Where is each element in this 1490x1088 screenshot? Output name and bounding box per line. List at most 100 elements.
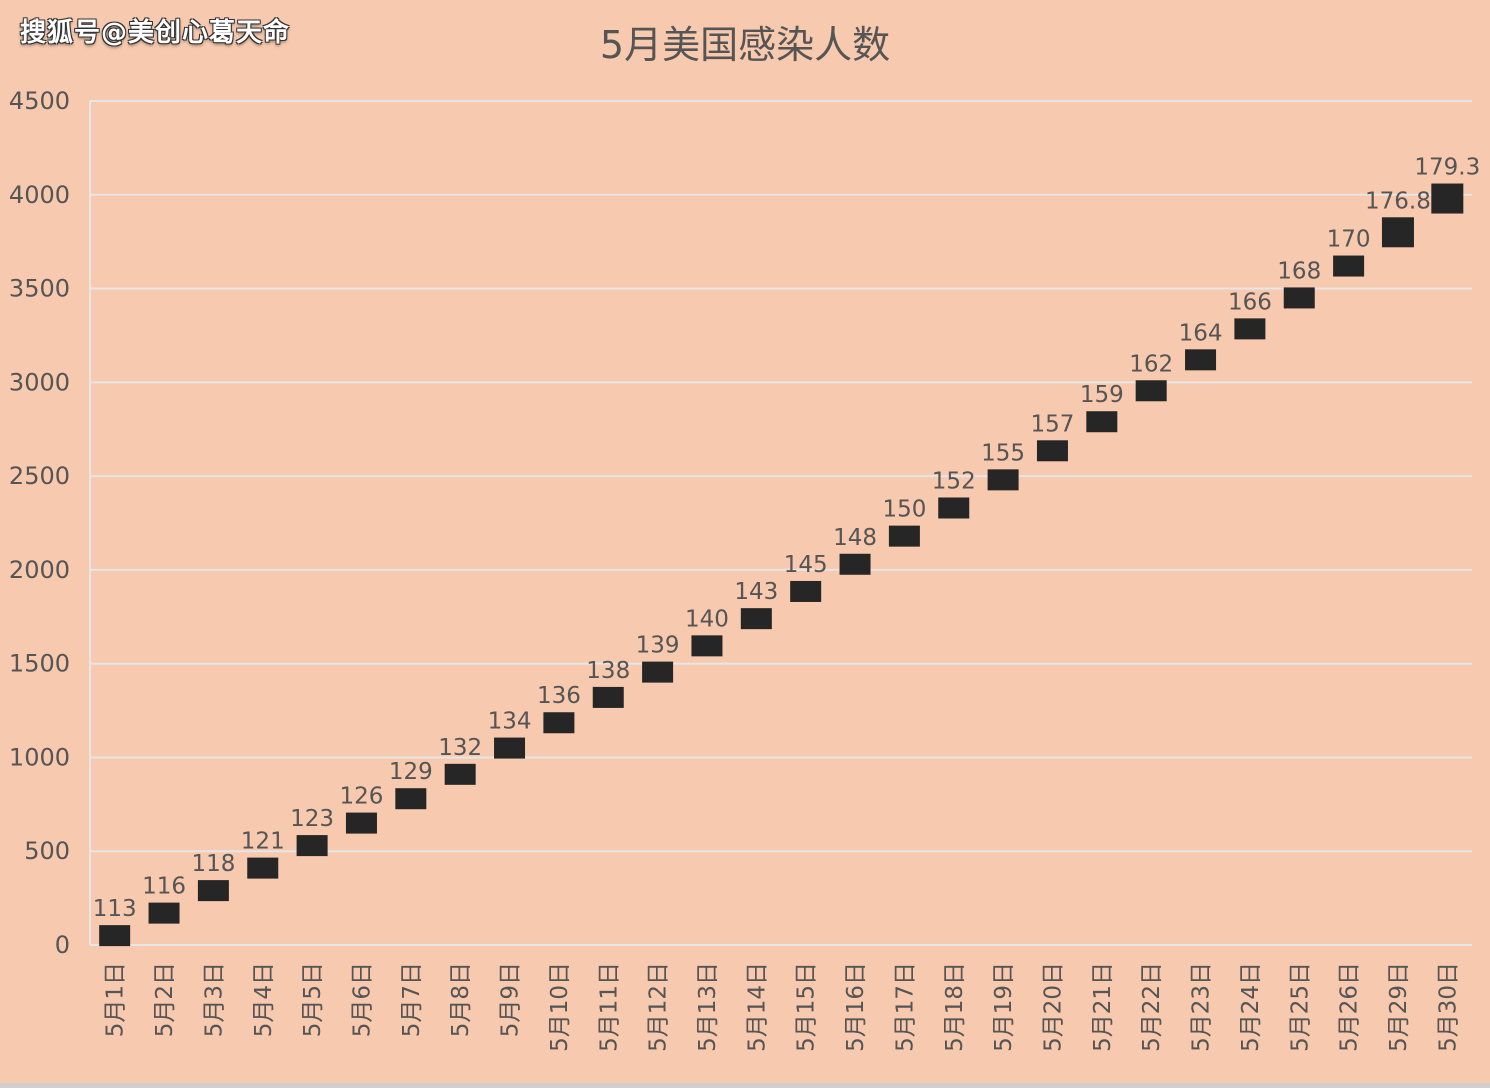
data-markers — [99, 183, 1464, 947]
x-tick-label: 5月12日 — [646, 962, 672, 1052]
data-label: 138 — [586, 658, 630, 684]
data-point-marker — [1333, 255, 1365, 277]
x-tick-label: 5月4日 — [251, 962, 277, 1037]
x-tick-label: 5月18日 — [942, 962, 968, 1052]
data-label: 132 — [438, 735, 482, 761]
x-tick-label: 5月14日 — [744, 962, 770, 1052]
data-point-marker — [592, 686, 624, 708]
x-tick-label: 5月25日 — [1287, 962, 1313, 1052]
x-tick-label: 5月3日 — [201, 962, 227, 1037]
data-label: 179.3 — [1414, 155, 1480, 181]
data-point-marker — [296, 835, 328, 857]
data-label: 129 — [389, 759, 433, 785]
x-tick-label: 5月9日 — [498, 962, 524, 1037]
data-point-marker — [1036, 440, 1068, 462]
data-point-marker — [839, 553, 871, 575]
data-point-marker — [1234, 318, 1266, 340]
y-tick-label: 2500 — [9, 462, 70, 490]
x-tick-label: 5月10日 — [547, 962, 573, 1052]
data-label: 170 — [1327, 227, 1371, 253]
data-label: 123 — [290, 806, 334, 832]
x-tick-label: 5月30日 — [1435, 962, 1461, 1052]
chart-title: 5月美国感染人数 — [599, 23, 891, 67]
y-tick-label: 3000 — [9, 368, 70, 396]
data-point-marker — [1086, 411, 1118, 433]
data-point-marker — [691, 635, 723, 657]
x-tick-label: 5月8日 — [448, 962, 474, 1037]
x-tick-label: 5月22日 — [1139, 962, 1165, 1052]
data-label: 145 — [784, 552, 828, 578]
data-label: 159 — [1080, 382, 1124, 408]
x-tick-label: 5月15日 — [794, 962, 820, 1052]
x-tick-label: 5月19日 — [991, 962, 1017, 1052]
data-label: 134 — [488, 709, 532, 735]
y-tick-label: 500 — [24, 837, 70, 865]
x-tick-label: 5月16日 — [843, 962, 869, 1052]
data-label: 162 — [1129, 351, 1173, 377]
data-label: 168 — [1277, 258, 1321, 284]
data-point-marker — [1381, 217, 1414, 248]
y-tick-label: 1000 — [9, 743, 70, 771]
y-tick-label: 3500 — [9, 275, 70, 303]
data-point-marker — [1283, 287, 1315, 309]
data-label: 157 — [1031, 411, 1075, 437]
data-label: 166 — [1228, 289, 1272, 315]
x-axis-ticks: 5月1日 5月2日 5月3日 5月4日 5月5日 5月6日 5月7日 5月8日 5月9日 5月10… — [103, 962, 1462, 1052]
data-point-marker — [99, 925, 131, 947]
data-label: 118 — [191, 851, 235, 877]
x-tick-label: 5月20日 — [1040, 962, 1066, 1052]
x-tick-label: 5月26日 — [1337, 962, 1363, 1052]
data-label: 164 — [1179, 320, 1223, 346]
data-point-marker — [642, 661, 674, 683]
x-tick-label: 5月21日 — [1090, 962, 1116, 1052]
data-point-marker — [740, 608, 772, 630]
data-point-marker — [1431, 183, 1464, 214]
x-tick-label: 5月17日 — [892, 962, 918, 1052]
data-label: 113 — [93, 896, 137, 922]
data-label: 136 — [537, 683, 581, 709]
data-point-marker — [197, 880, 229, 902]
x-tick-label: 5月24日 — [1238, 962, 1264, 1052]
data-label: 148 — [833, 525, 877, 551]
data-label: 140 — [685, 606, 729, 632]
y-tick-label: 4000 — [9, 181, 70, 209]
data-label: 139 — [636, 633, 680, 659]
x-tick-label: 5月13日 — [695, 962, 721, 1052]
x-tick-label: 5月1日 — [103, 962, 129, 1037]
data-point-marker — [494, 737, 526, 759]
x-tick-label: 5月2日 — [152, 962, 178, 1037]
x-tick-label: 5月6日 — [349, 962, 375, 1037]
y-axis-ticks: 0 500 1000 1500 2000 2500 3000 3500 4000 4500 — [9, 87, 70, 959]
data-point-marker — [543, 712, 575, 734]
data-point-marker — [444, 763, 476, 785]
data-label: 176.8 — [1365, 188, 1431, 214]
data-point-marker — [938, 497, 970, 519]
x-tick-label: 5月29日 — [1386, 962, 1412, 1052]
x-tick-label: 5月11日 — [596, 962, 622, 1052]
bottom-border — [0, 1083, 1490, 1088]
data-label: 126 — [340, 784, 384, 810]
data-point-marker — [395, 788, 427, 810]
y-tick-label: 4500 — [9, 87, 70, 115]
x-tick-label: 5月5日 — [300, 962, 326, 1037]
y-tick-label: 2000 — [9, 556, 70, 584]
data-labels: 1131161181211231261291321341361381391401… — [93, 155, 1481, 923]
data-point-marker — [1185, 349, 1217, 371]
data-point-marker — [790, 580, 822, 602]
data-label: 116 — [142, 874, 186, 900]
gridlines — [89, 100, 1472, 946]
data-label: 152 — [932, 468, 976, 494]
data-point-marker — [888, 525, 920, 547]
data-label: 155 — [981, 440, 1025, 466]
x-tick-label: 5月23日 — [1189, 962, 1215, 1052]
data-point-marker — [987, 469, 1019, 491]
data-label: 121 — [241, 829, 285, 855]
watermark: 搜狐号@美创心葛天命 — [20, 18, 291, 48]
data-point-marker — [148, 902, 180, 924]
data-label: 143 — [734, 579, 778, 605]
data-point-marker — [1135, 380, 1167, 402]
data-point-marker — [345, 812, 377, 834]
x-tick-label: 5月7日 — [399, 962, 425, 1037]
